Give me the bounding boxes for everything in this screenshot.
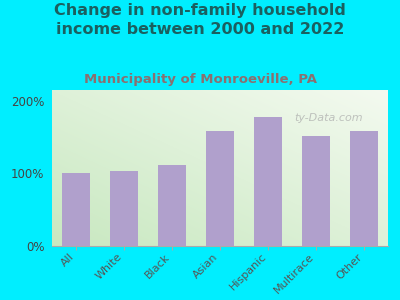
Bar: [62, 173, 90, 246]
Text: Change in non-family household
income between 2000 and 2022: Change in non-family household income be…: [54, 3, 346, 37]
Bar: [302, 136, 330, 246]
Text: ty-Data.com: ty-Data.com: [294, 113, 362, 123]
Bar: [206, 131, 234, 246]
Bar: [254, 117, 282, 246]
Text: Municipality of Monroeville, PA: Municipality of Monroeville, PA: [84, 74, 316, 86]
Bar: [158, 165, 186, 246]
Bar: [110, 170, 138, 246]
Bar: [350, 131, 378, 246]
